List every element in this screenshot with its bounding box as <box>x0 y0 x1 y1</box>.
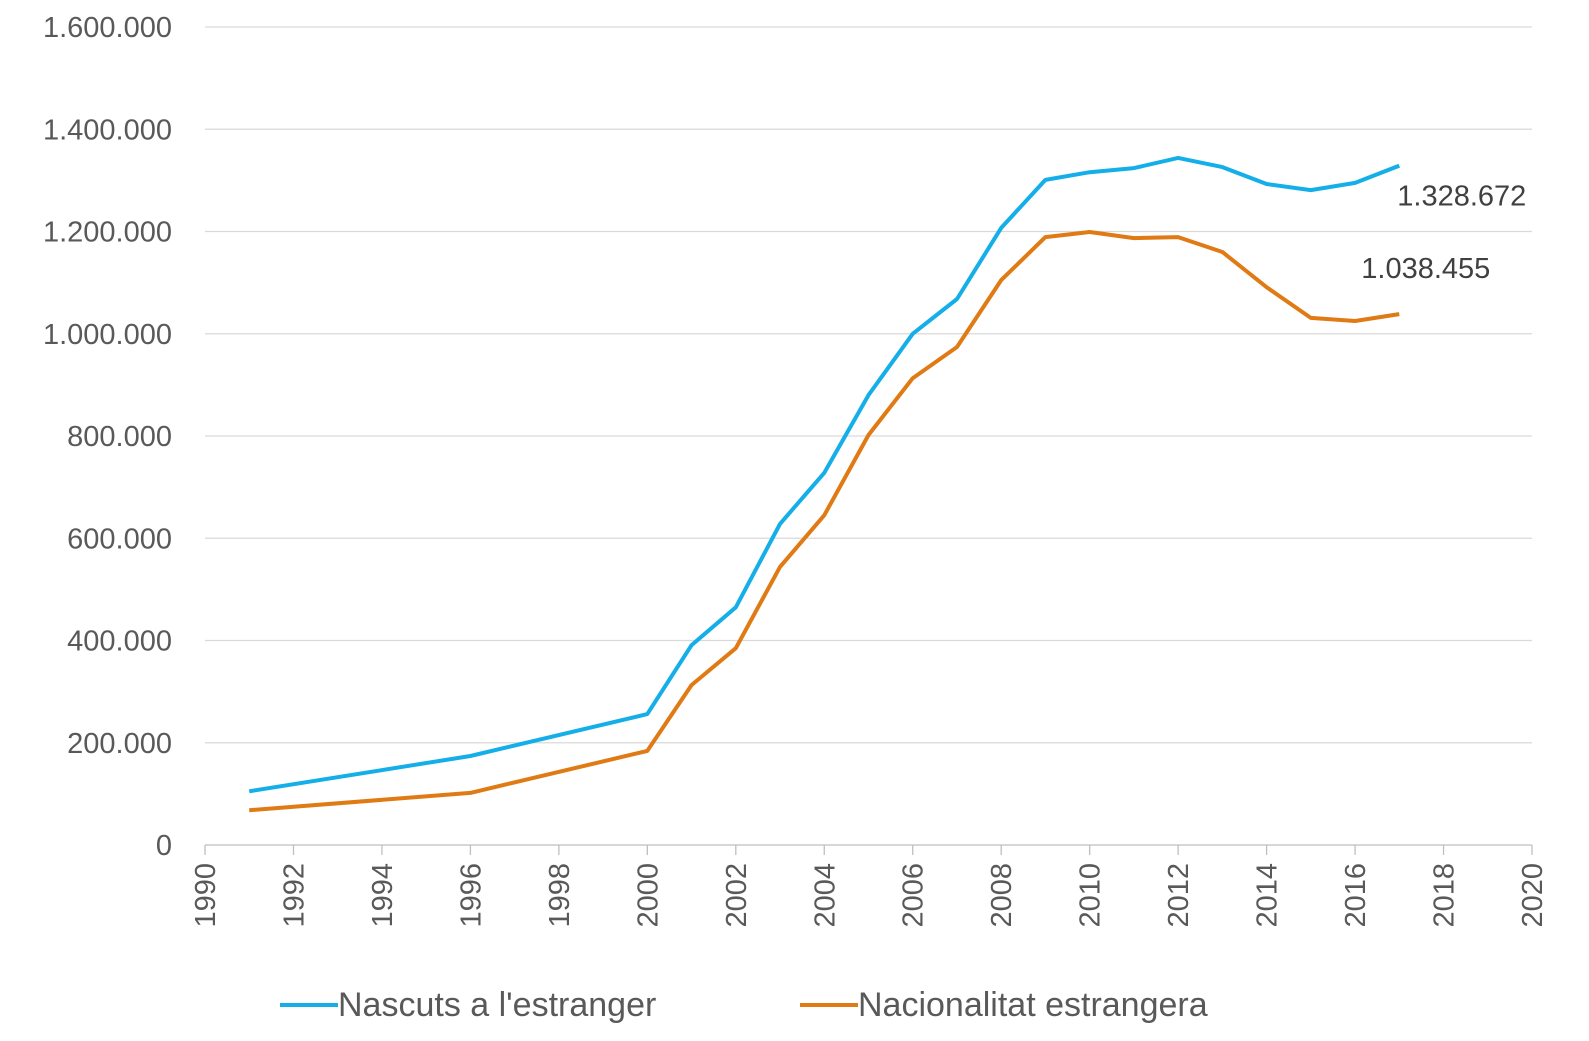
y-tick-label: 1.200.000 <box>43 217 172 249</box>
x-tick-label: 2014 <box>1252 863 1284 928</box>
x-tick-label: 2012 <box>1163 863 1195 928</box>
x-tick-label: 2018 <box>1429 863 1461 928</box>
y-tick-label: 0 <box>156 830 172 862</box>
y-tick-label: 200.000 <box>67 728 172 760</box>
x-tick-label: 2020 <box>1517 863 1549 928</box>
x-tick-label: 2010 <box>1075 863 1107 928</box>
x-tick-label: 2006 <box>898 863 930 928</box>
x-tick-label: 1998 <box>544 863 576 928</box>
x-tick-label: 2000 <box>632 863 664 928</box>
y-tick-label: 800.000 <box>67 421 172 453</box>
x-tick-label: 1992 <box>278 863 310 928</box>
series-line <box>249 230 1400 813</box>
x-tick-label: 1996 <box>455 863 487 928</box>
x-tick-label: 2002 <box>721 863 753 928</box>
y-tick-label: 1.000.000 <box>43 319 172 351</box>
y-tick-label: 400.000 <box>67 626 172 658</box>
legend-label: Nascuts a l'estranger <box>338 986 656 1024</box>
legend-label: Nacionalitat estrangera <box>858 986 1208 1024</box>
series-line <box>248 155 1401 794</box>
y-tick-label: 600.000 <box>67 523 172 555</box>
x-tick-label: 2004 <box>809 863 841 928</box>
x-tick-label: 1990 <box>190 863 222 928</box>
data-label: 1.038.455 <box>1361 253 1490 285</box>
data-label: 1.328.672 <box>1397 181 1526 213</box>
x-tick-label: 2016 <box>1340 863 1372 928</box>
y-tick-label: 1.600.000 <box>43 12 172 44</box>
x-tick-label: 1994 <box>367 863 399 928</box>
x-tick-label: 2008 <box>986 863 1018 928</box>
y-tick-label: 1.400.000 <box>43 114 172 146</box>
